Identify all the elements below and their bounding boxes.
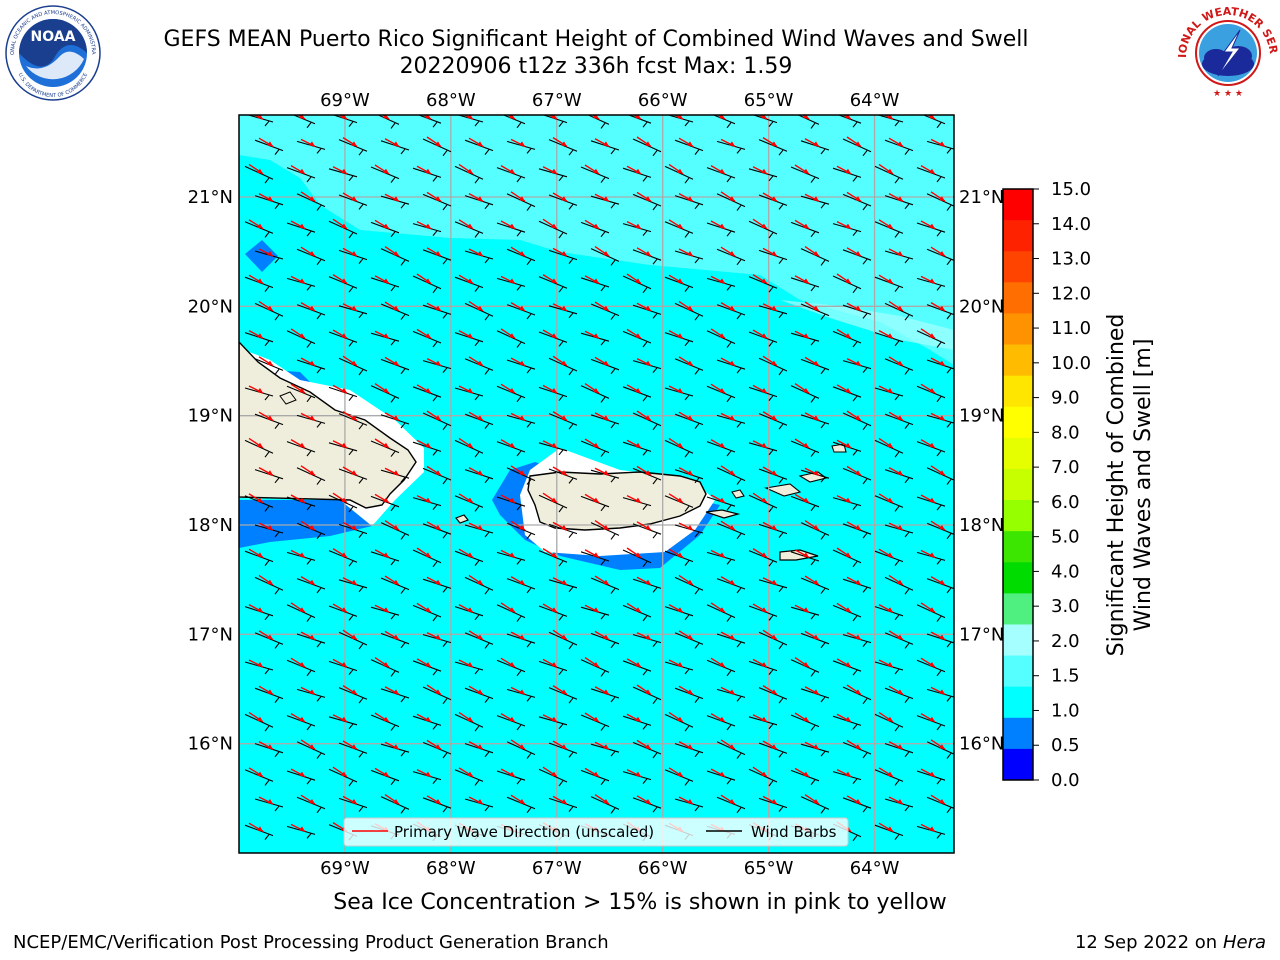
anegada-island (831, 443, 847, 453)
colorbar-swatch (1003, 748, 1033, 781)
lat-label-left: 18°N (188, 515, 233, 536)
culebra-island (731, 489, 745, 499)
virgin-islands (764, 483, 802, 497)
colorbar-label-line2: Wind Waves and Swell [m] (1131, 339, 1156, 632)
colorbar-swatch (1003, 251, 1033, 283)
colorbar-tick-label: 6.0 (1051, 492, 1080, 513)
lat-label-right: 21°N (959, 187, 1004, 208)
colorbar-swatch (1003, 593, 1033, 625)
colorbar-swatch (1003, 220, 1033, 252)
colorbar-swatch (1003, 531, 1033, 563)
machine-name: Hera (1222, 932, 1266, 953)
legend-barb-label: Wind Barbs (751, 823, 837, 841)
lat-label-left: 20°N (188, 296, 233, 317)
lon-label-top: 64°W (850, 90, 900, 111)
colorbar-tick-label: 1.0 (1051, 700, 1080, 721)
lon-label-top: 67°W (532, 90, 582, 111)
colorbar-swatch (1003, 717, 1033, 750)
lon-label-top: 65°W (744, 90, 794, 111)
lat-label-left: 16°N (188, 734, 233, 755)
colorbar-tick-label: 11.0 (1051, 318, 1091, 339)
lat-label-left: 19°N (188, 406, 233, 427)
lon-label-bottom: 66°W (638, 858, 688, 879)
vector-field (244, 115, 954, 842)
colorbar-tick-label: 2.0 (1051, 631, 1080, 652)
date-text: 12 Sep 2022 on Hera (1075, 932, 1266, 953)
lat-labels-right: 21°N 20°N 19°N 18°N 17°N 16°N (959, 187, 1004, 755)
lon-label-bottom: 68°W (426, 858, 476, 879)
colorbar-swatch (1003, 468, 1033, 501)
lon-label-top: 66°W (638, 90, 688, 111)
colorbar-swatch (1003, 624, 1033, 657)
colorbar-tick-label: 1.5 (1051, 666, 1080, 687)
colorbar-swatch (1003, 437, 1033, 470)
map-legend: Primary Wave Direction (unscaled) Wind B… (343, 817, 849, 847)
lat-label-left: 17°N (188, 624, 233, 645)
lon-label-bottom: 64°W (850, 858, 900, 879)
sea-ice-note: Sea Ice Concentration > 15% is shown in … (333, 890, 947, 915)
lon-label-bottom: 67°W (532, 858, 582, 879)
lat-label-right: 19°N (959, 406, 1004, 427)
lon-label-top: 69°W (320, 90, 370, 111)
colorbar-tick-label: 3.0 (1051, 596, 1080, 617)
map-frame (238, 114, 955, 854)
colorbar-tick-label: 0.0 (1051, 770, 1080, 791)
lat-label-right: 16°N (959, 734, 1004, 755)
vieques-island (705, 509, 741, 519)
lon-label-bottom: 69°W (320, 858, 370, 879)
colorbar-swatch (1003, 313, 1033, 346)
colorbar-tick-label: 9.0 (1051, 388, 1080, 409)
lat-label-right: 20°N (959, 296, 1004, 317)
puerto-rico-land (527, 471, 707, 531)
chart-subtitle: 20220906 t12z 336h fcst Max: 1.59 (399, 54, 793, 79)
noaa-logo-text: NOAA (31, 29, 76, 45)
colorbar-label-line1: Significant Height of Combined (1104, 314, 1129, 657)
mona-island (455, 514, 469, 524)
map-plot-area (239, 115, 954, 853)
lon-labels-bottom: 69°W 68°W 67°W 66°W 65°W 64°W (320, 858, 900, 879)
svg-text:★ ★ ★: ★ ★ ★ (1213, 89, 1243, 99)
colorbar-swatch (1003, 344, 1033, 377)
wave-band-2m (780, 300, 954, 350)
shallow-patch (245, 240, 278, 272)
lon-label-bottom: 65°W (744, 858, 794, 879)
colorbar-tick-label: 5.0 (1051, 527, 1080, 548)
noaa-logo-icon: NOAA NATIONAL OCEANIC AND ATMOSPHERIC AD… (4, 4, 101, 101)
lon-labels-top: 69°W 68°W 67°W 66°W 65°W 64°W (320, 90, 900, 111)
colorbar-swatch (1003, 375, 1033, 408)
colorbar-tick-label: 10.0 (1051, 353, 1091, 374)
lat-label-left: 21°N (188, 187, 233, 208)
colorbar-tick-label: 4.0 (1051, 561, 1080, 582)
colorbar-tick-label: 12.0 (1051, 283, 1091, 304)
colorbar-swatch (1003, 655, 1033, 688)
credit-text: NCEP/EMC/Verification Post Processing Pr… (13, 932, 609, 953)
colorbar (1002, 188, 1034, 781)
colorbar-swatch (1003, 406, 1033, 439)
wave-band-1-5m-north (239, 115, 954, 222)
colorbar-swatch (1003, 282, 1033, 314)
lat-label-right: 17°N (959, 624, 1004, 645)
samana-peninsula (279, 391, 297, 405)
colorbar-tick-label: 14.0 (1051, 214, 1091, 235)
lon-label-top: 68°W (426, 90, 476, 111)
legend-wave-label: Primary Wave Direction (unscaled) (394, 823, 654, 841)
nws-logo-icon: NATIONAL WEATHER SERVICE ★ ★ ★ (1178, 2, 1278, 100)
colorbar-swatch (1003, 686, 1033, 719)
colorbar-swatch (1003, 562, 1033, 594)
lat-label-right: 18°N (959, 515, 1004, 536)
colorbar-tick-label: 13.0 (1051, 249, 1091, 270)
colorbar-swatch (1003, 500, 1033, 532)
colorbar-swatch (1003, 189, 1033, 221)
colorbar-tick-label: 0.5 (1051, 735, 1080, 756)
hispaniola-land (239, 340, 417, 509)
date-label: 12 Sep 2022 on (1074, 932, 1218, 953)
colorbar-tick-label: 8.0 (1051, 422, 1080, 443)
colorbar-tick-label: 15.0 (1051, 179, 1091, 200)
colorbar-tick-label: 7.0 (1051, 457, 1080, 478)
lat-labels-left: 21°N 20°N 19°N 18°N 17°N 16°N (188, 187, 233, 755)
chart-title: GEFS MEAN Puerto Rico Significant Height… (163, 27, 1029, 52)
colorbar-ticks: 15.0 14.0 13.0 12.0 11.0 10.0 9.0 8.0 7.0 6.0 5.0 4… (1033, 179, 1091, 791)
